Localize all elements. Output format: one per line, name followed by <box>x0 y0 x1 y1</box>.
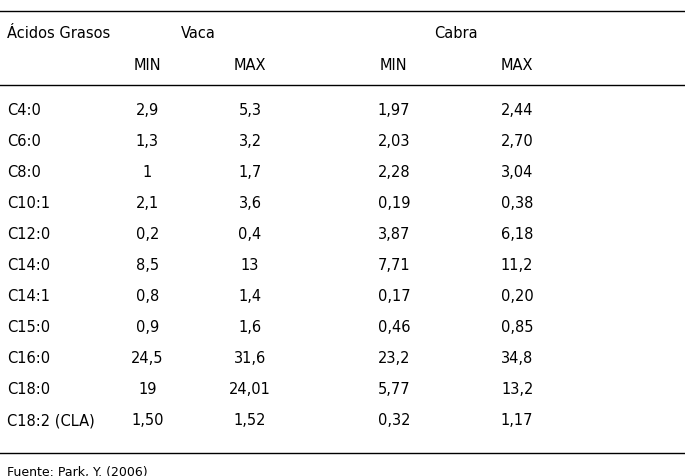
Text: 13,2: 13,2 <box>501 382 534 397</box>
Text: 3,04: 3,04 <box>501 165 534 180</box>
Text: C14:1: C14:1 <box>7 289 50 304</box>
Text: 1,50: 1,50 <box>131 413 164 427</box>
Text: 1,6: 1,6 <box>238 320 262 335</box>
Text: 34,8: 34,8 <box>501 351 534 366</box>
Text: C14:0: C14:0 <box>7 258 50 273</box>
Text: C15:0: C15:0 <box>7 320 50 335</box>
Text: 2,70: 2,70 <box>501 134 534 149</box>
Text: 13: 13 <box>241 258 259 273</box>
Text: Ácidos Grasos: Ácidos Grasos <box>7 26 110 41</box>
Text: 1,3: 1,3 <box>136 134 159 149</box>
Text: 0,20: 0,20 <box>501 289 534 304</box>
Text: 0,4: 0,4 <box>238 227 262 242</box>
Text: 0,17: 0,17 <box>377 289 410 304</box>
Text: C18:0: C18:0 <box>7 382 50 397</box>
Text: 0,8: 0,8 <box>136 289 159 304</box>
Text: 19: 19 <box>138 382 157 397</box>
Text: 0,85: 0,85 <box>501 320 534 335</box>
Text: 0,2: 0,2 <box>136 227 159 242</box>
Text: C18:2 (CLA): C18:2 (CLA) <box>7 413 95 427</box>
Text: 3,6: 3,6 <box>238 196 262 211</box>
Text: C8:0: C8:0 <box>7 165 40 180</box>
Text: 1,52: 1,52 <box>234 413 266 427</box>
Text: 6,18: 6,18 <box>501 227 534 242</box>
Text: 8,5: 8,5 <box>136 258 159 273</box>
Text: 2,9: 2,9 <box>136 103 159 118</box>
Text: 5,3: 5,3 <box>238 103 262 118</box>
Text: Fuente: Park, Y. (2006): Fuente: Park, Y. (2006) <box>7 465 147 476</box>
Text: C4:0: C4:0 <box>7 103 40 118</box>
Text: 1: 1 <box>142 165 152 180</box>
Text: 1,97: 1,97 <box>377 103 410 118</box>
Text: MAX: MAX <box>501 58 534 73</box>
Text: 2,44: 2,44 <box>501 103 534 118</box>
Text: 0,46: 0,46 <box>377 320 410 335</box>
Text: 3,2: 3,2 <box>238 134 262 149</box>
Text: 0,32: 0,32 <box>377 413 410 427</box>
Text: 1,4: 1,4 <box>238 289 262 304</box>
Text: 2,1: 2,1 <box>136 196 159 211</box>
Text: C10:1: C10:1 <box>7 196 50 211</box>
Text: 23,2: 23,2 <box>377 351 410 366</box>
Text: 2,03: 2,03 <box>377 134 410 149</box>
Text: 1,7: 1,7 <box>238 165 262 180</box>
Text: 2,28: 2,28 <box>377 165 410 180</box>
Text: C12:0: C12:0 <box>7 227 50 242</box>
Text: 5,77: 5,77 <box>377 382 410 397</box>
Text: 3,87: 3,87 <box>377 227 410 242</box>
Text: MIN: MIN <box>134 58 161 73</box>
Text: 24,01: 24,01 <box>229 382 271 397</box>
Text: 0,9: 0,9 <box>136 320 159 335</box>
Text: 7,71: 7,71 <box>377 258 410 273</box>
Text: 24,5: 24,5 <box>131 351 164 366</box>
Text: 0,19: 0,19 <box>377 196 410 211</box>
Text: Vaca: Vaca <box>182 26 216 41</box>
Text: MAX: MAX <box>234 58 266 73</box>
Text: MIN: MIN <box>380 58 408 73</box>
Text: 1,17: 1,17 <box>501 413 534 427</box>
Text: C6:0: C6:0 <box>7 134 40 149</box>
Text: C16:0: C16:0 <box>7 351 50 366</box>
Text: 31,6: 31,6 <box>234 351 266 366</box>
Text: 11,2: 11,2 <box>501 258 534 273</box>
Text: 0,38: 0,38 <box>501 196 534 211</box>
Text: Cabra: Cabra <box>434 26 477 41</box>
